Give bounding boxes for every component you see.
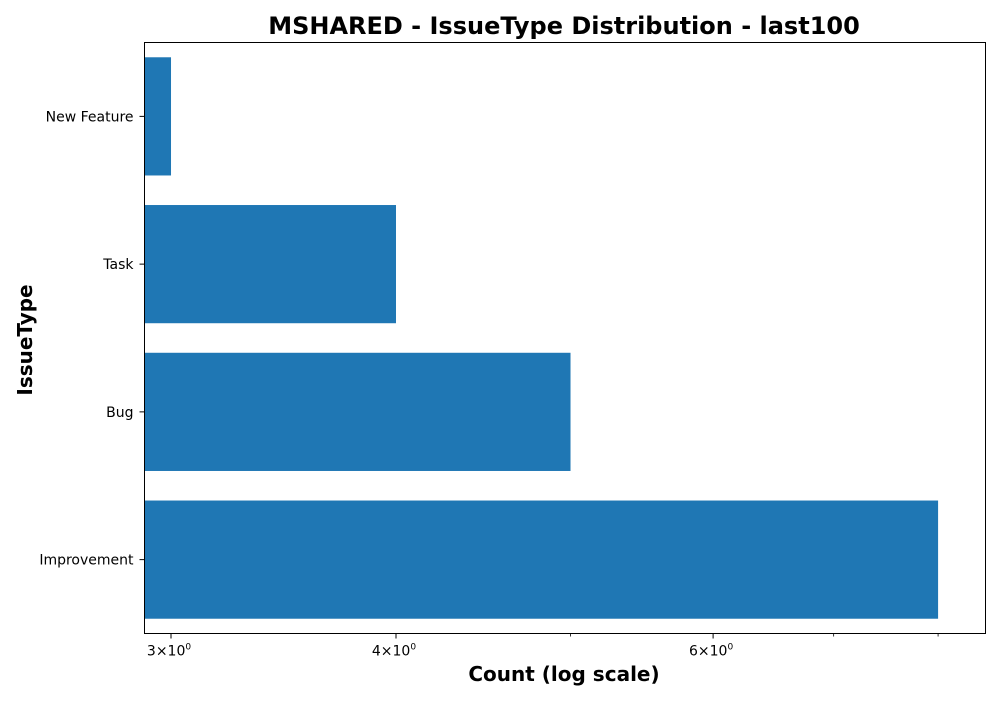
- y-tick-label: New Feature: [46, 109, 134, 125]
- chart-title: MSHARED - IssueType Distribution - last1…: [268, 12, 860, 40]
- x-tick-label: 4×100: [372, 643, 416, 660]
- x-tick-label: 3×100: [147, 643, 191, 660]
- y-tick-label: Bug: [106, 405, 133, 421]
- bar-bug: [144, 352, 571, 471]
- y-tick-label: Improvement: [39, 553, 134, 569]
- ticks-layer: New Feature Task Bug Improvement 3×100 4×100 6…: [39, 109, 939, 660]
- y-axis-label: IssueType: [13, 284, 37, 395]
- plot-frame: [144, 42, 986, 634]
- y-tick-label: Task: [102, 257, 134, 273]
- bar-new-feature: [144, 57, 172, 176]
- x-axis-label: Count (log scale): [468, 662, 659, 686]
- bar-task: [144, 205, 396, 324]
- bar-improvement: [144, 500, 939, 619]
- bars-layer: [144, 57, 939, 619]
- x-tick-label: 6×100: [689, 643, 733, 660]
